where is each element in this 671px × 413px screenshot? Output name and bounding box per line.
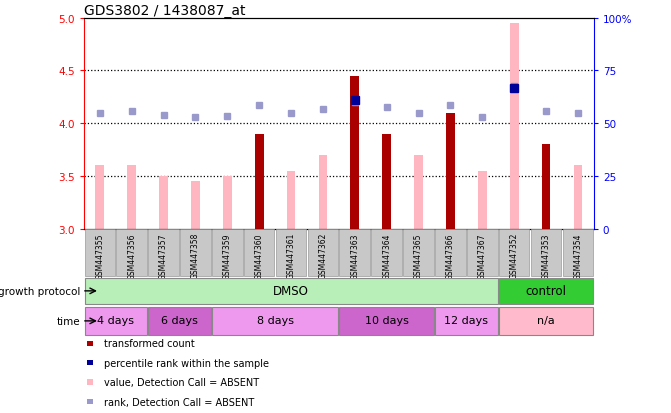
Bar — [307, 229, 338, 277]
Bar — [531, 229, 562, 277]
Text: 6 days: 6 days — [161, 316, 198, 325]
Bar — [276, 229, 307, 277]
Bar — [499, 307, 593, 335]
Text: GSM447362: GSM447362 — [319, 233, 327, 279]
Bar — [85, 278, 498, 304]
Bar — [148, 307, 211, 335]
Bar — [340, 229, 370, 277]
Bar — [319, 155, 327, 229]
Text: transformed count: transformed count — [104, 338, 195, 349]
Bar — [541, 145, 550, 229]
Bar — [562, 229, 593, 277]
Text: percentile rank within the sample: percentile rank within the sample — [104, 358, 269, 368]
Text: 12 days: 12 days — [444, 316, 488, 325]
Bar — [446, 114, 455, 229]
Bar — [499, 278, 593, 304]
Bar — [574, 166, 582, 229]
Bar — [403, 229, 434, 277]
Text: 8 days: 8 days — [256, 316, 294, 325]
Text: GSM447352: GSM447352 — [510, 233, 519, 279]
Text: DMSO: DMSO — [273, 284, 309, 297]
Text: GSM447364: GSM447364 — [382, 233, 391, 279]
Text: GSM447356: GSM447356 — [127, 233, 136, 279]
Text: n/a: n/a — [537, 316, 555, 325]
Text: GSM447360: GSM447360 — [255, 233, 264, 279]
Bar — [350, 76, 359, 229]
Text: GSM447367: GSM447367 — [478, 233, 486, 279]
Bar — [159, 177, 168, 229]
Bar — [180, 229, 211, 277]
Text: time: time — [57, 316, 81, 326]
Bar — [244, 229, 274, 277]
Text: GDS3802 / 1438087_at: GDS3802 / 1438087_at — [84, 4, 246, 18]
Text: GSM447353: GSM447353 — [541, 233, 550, 279]
Text: GSM447361: GSM447361 — [287, 233, 295, 279]
Text: GSM447354: GSM447354 — [574, 233, 582, 279]
Bar — [371, 229, 402, 277]
Text: control: control — [525, 284, 566, 297]
Bar — [510, 24, 519, 229]
Bar — [382, 135, 391, 229]
Bar — [467, 229, 498, 277]
Text: 4 days: 4 days — [97, 316, 134, 325]
Bar — [212, 307, 338, 335]
Text: GSM447357: GSM447357 — [159, 233, 168, 279]
Text: GSM447355: GSM447355 — [95, 233, 104, 279]
Text: value, Detection Call = ABSENT: value, Detection Call = ABSENT — [104, 377, 259, 387]
Bar — [212, 229, 243, 277]
Bar — [148, 229, 179, 277]
Bar — [85, 229, 115, 277]
Bar — [435, 229, 466, 277]
Bar — [223, 177, 231, 229]
Bar — [414, 155, 423, 229]
Text: GSM447366: GSM447366 — [446, 233, 455, 279]
Bar — [95, 166, 104, 229]
Text: 10 days: 10 days — [365, 316, 409, 325]
Bar — [435, 307, 498, 335]
Text: GSM447359: GSM447359 — [223, 233, 231, 279]
Bar — [478, 171, 486, 229]
Bar — [116, 229, 147, 277]
Text: GSM447363: GSM447363 — [350, 233, 359, 279]
Text: GSM447365: GSM447365 — [414, 233, 423, 279]
Bar — [127, 166, 136, 229]
Bar — [255, 135, 264, 229]
Bar — [191, 182, 200, 229]
Text: rank, Detection Call = ABSENT: rank, Detection Call = ABSENT — [104, 396, 254, 407]
Bar — [85, 307, 147, 335]
Bar — [287, 171, 295, 229]
Text: growth protocol: growth protocol — [0, 286, 81, 296]
Bar — [340, 307, 434, 335]
Bar — [499, 229, 529, 277]
Text: GSM447358: GSM447358 — [191, 233, 200, 279]
